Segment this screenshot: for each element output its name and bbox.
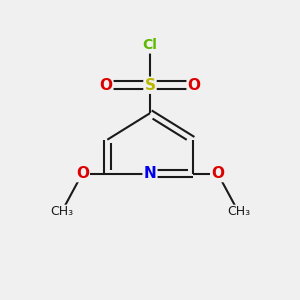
Text: S: S (145, 78, 155, 93)
Text: O: O (76, 166, 89, 181)
Text: N: N (144, 166, 156, 181)
Text: O: O (211, 166, 224, 181)
Text: O: O (99, 78, 112, 93)
Text: O: O (188, 78, 201, 93)
Text: Cl: Cl (142, 38, 158, 52)
Text: CH₃: CH₃ (50, 205, 73, 218)
Text: CH₃: CH₃ (227, 205, 250, 218)
